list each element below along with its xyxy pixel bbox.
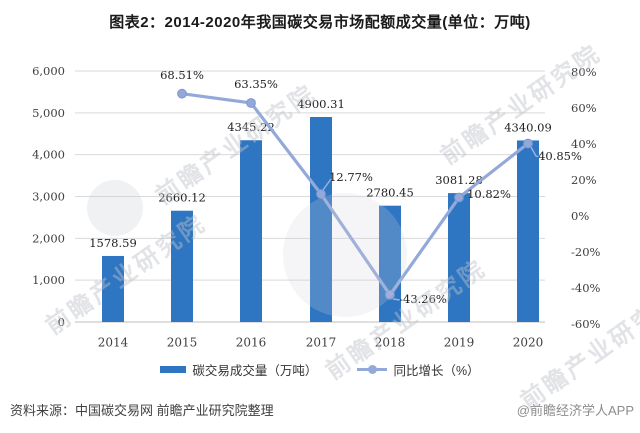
bar-swatch-icon bbox=[160, 366, 187, 373]
line-value-label: 40.85% bbox=[538, 149, 582, 163]
x-tick-label: 2019 bbox=[444, 336, 475, 350]
bar-value-label: 4900.31 bbox=[297, 97, 345, 111]
legend-item-volume: 碳交易成交量（万吨） bbox=[160, 360, 317, 379]
legend-label-growth: 同比增长（%） bbox=[393, 364, 480, 378]
line-swatch-icon bbox=[357, 365, 388, 374]
bar-2017 bbox=[310, 117, 332, 323]
axis-tick-label-right: -40% bbox=[571, 281, 601, 295]
axis-tick-label-left: 1,000 bbox=[32, 273, 65, 287]
bar-2019 bbox=[448, 193, 470, 322]
x-tick-label: 2014 bbox=[98, 336, 129, 350]
line-marker bbox=[523, 138, 533, 149]
leader-line bbox=[392, 298, 401, 301]
axis-tick-label-right: -20% bbox=[571, 245, 601, 259]
axis-tick-label-right: -60% bbox=[571, 317, 601, 331]
line-marker bbox=[177, 88, 187, 99]
bar-value-label: 3081.28 bbox=[435, 173, 483, 187]
bar-2016 bbox=[240, 140, 262, 322]
x-tick-label: 2017 bbox=[306, 336, 337, 350]
credit-note: @前瞻经济学人APP bbox=[516, 403, 634, 418]
line-value-label: 63.35% bbox=[234, 77, 278, 91]
line-value-label: 12.77% bbox=[329, 170, 373, 184]
x-tick-label: 2018 bbox=[375, 336, 406, 350]
axis-tick-label-right: 80% bbox=[571, 65, 597, 79]
source-note: 资料来源：中国碳交易网 前瞻产业研究院整理 bbox=[10, 403, 274, 418]
axis-tick-label-right: 40% bbox=[571, 137, 597, 151]
line-value-label: 68.51% bbox=[160, 68, 204, 82]
line-marker bbox=[454, 192, 464, 203]
axis-tick-label-right: 60% bbox=[571, 101, 597, 115]
axis-tick-label-right: 20% bbox=[571, 173, 597, 187]
bar-value-label: 4345.22 bbox=[227, 120, 275, 134]
bar-2014 bbox=[102, 255, 124, 322]
axis-tick-label-left: 4,000 bbox=[32, 148, 65, 162]
legend-item-growth: 同比增长（%） bbox=[357, 360, 480, 379]
axis-tick-label-right: 0% bbox=[571, 209, 589, 223]
axis-tick-label-left: 3,000 bbox=[32, 190, 65, 204]
line-marker bbox=[385, 289, 395, 300]
bar-value-label: 2660.12 bbox=[158, 191, 206, 205]
legend-label-volume: 碳交易成交量（万吨） bbox=[192, 364, 318, 378]
axis-tick-label-left: 6,000 bbox=[32, 64, 65, 78]
chart-title: 图表2：2014-2020年我国碳交易市场配额成交量(单位：万吨) bbox=[109, 14, 531, 31]
axis-tick-label-left: 0 bbox=[58, 315, 65, 329]
line-series bbox=[180, 92, 530, 297]
chart-legend: 碳交易成交量（万吨） 同比增长（%） bbox=[0, 360, 640, 379]
bar-2020 bbox=[517, 140, 539, 322]
axis-tick-label-left: 2,000 bbox=[32, 231, 65, 245]
leader-line bbox=[530, 146, 541, 158]
bar-value-label: 1578.59 bbox=[89, 236, 137, 250]
bar-value-label: 2780.45 bbox=[366, 186, 414, 200]
leader-line bbox=[322, 178, 332, 191]
x-tick-label: 2016 bbox=[236, 336, 267, 350]
footer: 资料来源：中国碳交易网 前瞻产业研究院整理 @前瞻经济学人APP bbox=[10, 400, 634, 419]
line-marker bbox=[246, 98, 256, 108]
axis-tick-label-left: 5,000 bbox=[32, 106, 65, 120]
bar-2015 bbox=[171, 210, 193, 322]
bar-value-label: 4340.09 bbox=[504, 120, 552, 134]
line-value-label: -43.26% bbox=[399, 292, 447, 306]
line-marker bbox=[316, 189, 326, 199]
x-tick-label: 2015 bbox=[167, 336, 198, 350]
x-tick-label: 2020 bbox=[513, 336, 544, 350]
line-value-label: 10.82% bbox=[467, 187, 511, 201]
bar-2018 bbox=[379, 205, 401, 322]
